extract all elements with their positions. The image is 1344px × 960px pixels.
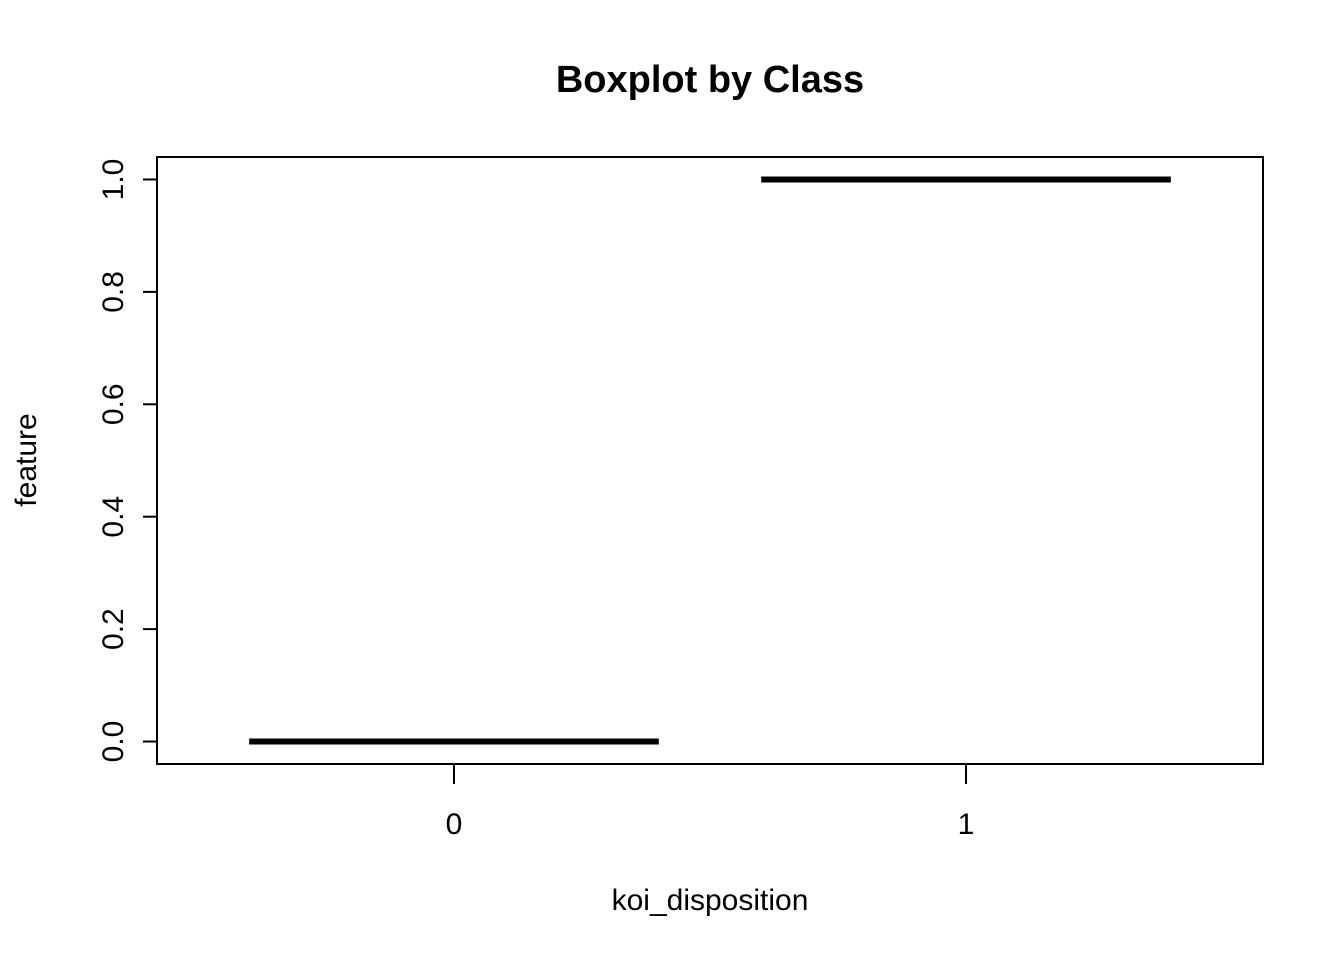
chart-title: Boxplot by Class (556, 59, 864, 101)
y-tick-label: 1.0 (97, 159, 130, 201)
x-tick-label: 0 (446, 808, 463, 841)
boxes (249, 176, 1171, 745)
y-axis: 0.0 0.2 0.4 0.6 0.8 1.0 (97, 159, 157, 763)
y-tick-label: 0.4 (97, 496, 130, 538)
x-tick-label: 1 (958, 808, 975, 841)
y-tick-label: 0.0 (97, 721, 130, 763)
y-tick-label: 0.6 (97, 383, 130, 425)
x-axis-label: koi_disposition (612, 884, 809, 917)
plot-frame (156, 156, 1264, 765)
y-tick-label: 0.8 (97, 271, 130, 313)
y-axis-label: feature (10, 413, 43, 506)
y-tick-label: 0.2 (97, 608, 130, 650)
